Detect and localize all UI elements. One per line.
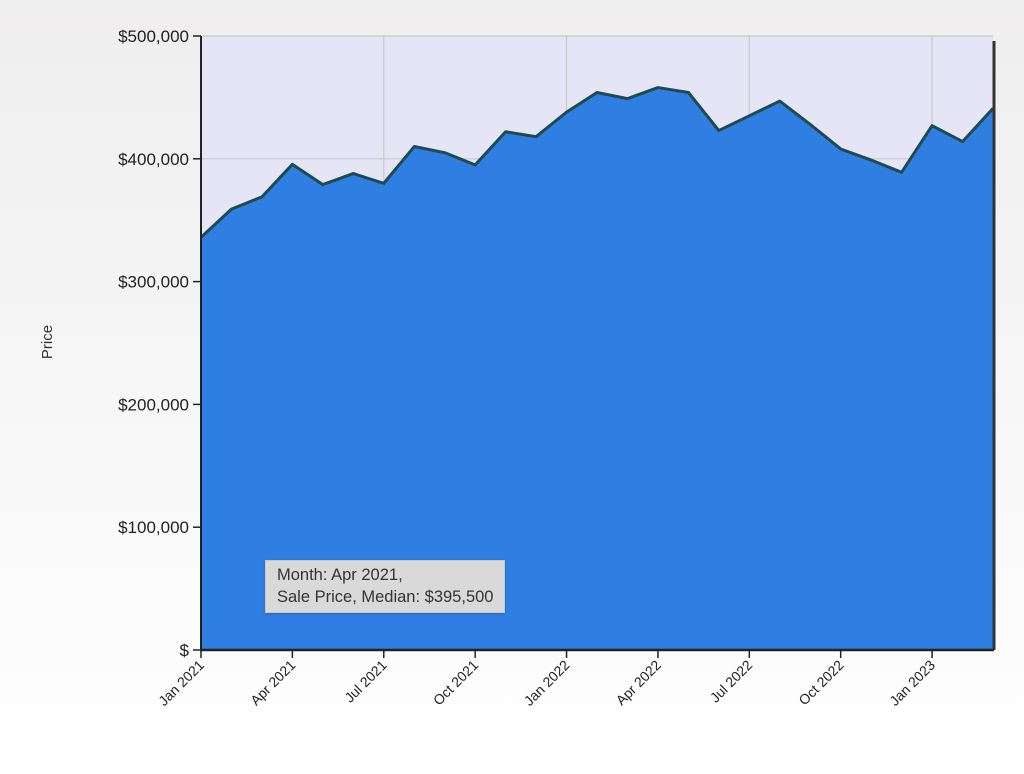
- data-point[interactable]: [716, 128, 722, 134]
- data-point[interactable]: [807, 121, 813, 127]
- data-point[interactable]: [259, 194, 265, 200]
- data-point[interactable]: [381, 180, 387, 186]
- data-point[interactable]: [594, 89, 600, 95]
- tooltip-month: Month: Apr 2021,: [277, 566, 403, 584]
- y-tick-label: $200,000: [118, 395, 189, 414]
- data-point[interactable]: [685, 89, 691, 95]
- data-point[interactable]: [868, 157, 874, 163]
- data-point[interactable]: [777, 98, 783, 104]
- price-line[interactable]: [199, 86, 995, 239]
- y-tick-label: $: [180, 641, 190, 660]
- data-point[interactable]: [746, 113, 752, 119]
- data-point[interactable]: [320, 182, 326, 188]
- x-tick-labels: Jan 2021 Apr 2021 Jul 2021 Oct 2021 Jan 2022…: [155, 650, 938, 709]
- x-tick-label: Jan 2022: [521, 657, 573, 709]
- data-point[interactable]: [655, 85, 661, 91]
- data-point[interactable]: [472, 162, 478, 168]
- data-point[interactable]: [838, 146, 844, 152]
- data-point[interactable]: [564, 109, 570, 115]
- x-tick-label: Jul 2021: [341, 657, 390, 706]
- y-tick-label: $400,000: [118, 150, 189, 169]
- x-tick-label: Apr 2022: [613, 657, 665, 709]
- tooltip: Month: Apr 2021, Sale Price, Median: $39…: [265, 560, 506, 613]
- data-point[interactable]: [350, 171, 356, 177]
- tooltip-value: Sale Price, Median: $395,500: [277, 588, 494, 606]
- x-tick-label: Oct 2022: [795, 657, 847, 709]
- data-point[interactable]: [624, 96, 630, 102]
- data-point[interactable]: [411, 144, 417, 150]
- data-point[interactable]: [289, 161, 295, 167]
- x-tick-label: Apr 2021: [247, 657, 299, 709]
- data-point[interactable]: [929, 123, 935, 129]
- data-point[interactable]: [228, 206, 234, 212]
- axes: [200, 36, 996, 652]
- data-point[interactable]: [533, 134, 539, 140]
- data-point[interactable]: [899, 169, 905, 175]
- price-area[interactable]: [201, 87, 993, 651]
- y-axis-label: Price: [39, 325, 56, 359]
- x-tick-label: Oct 2021: [430, 657, 482, 709]
- y-tick-label: $300,000: [118, 273, 189, 292]
- x-tick-label: Jan 2021: [155, 657, 207, 709]
- data-point[interactable]: [442, 150, 448, 156]
- x-tick-label: Jan 2023: [886, 657, 938, 709]
- y-tick-labels: $ $100,000 $200,000 $300,000 $400,000 $500,00…: [118, 27, 201, 660]
- data-point[interactable]: [503, 129, 509, 135]
- y-tick-label: $100,000: [118, 518, 189, 537]
- x-tick-label: Jul 2022: [707, 657, 756, 706]
- data-point[interactable]: [960, 139, 966, 145]
- y-tick-label: $500,000: [118, 27, 189, 46]
